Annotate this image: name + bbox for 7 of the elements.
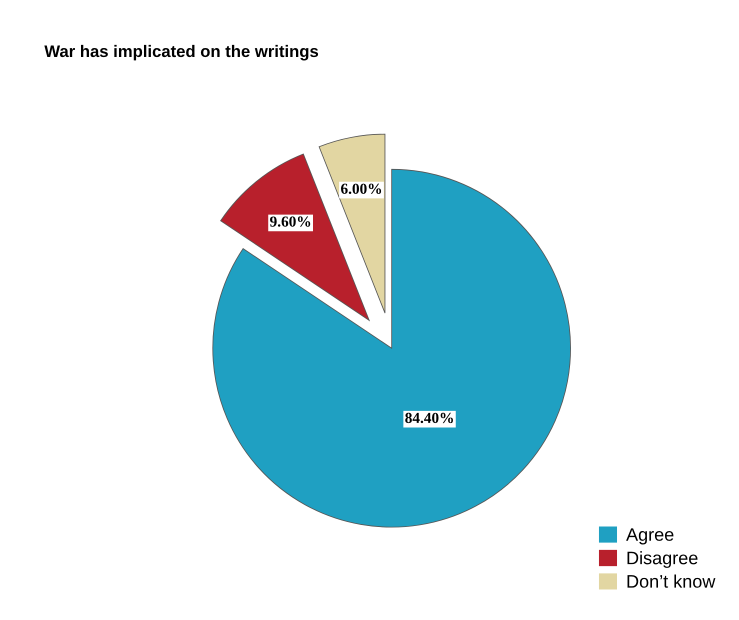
legend-label: Agree [626,528,674,544]
legend-label: Don’t know [628,574,716,588]
data-label: 6.00% [341,184,382,194]
legend-label: Disagree [628,551,698,568]
data-label: 9.60% [270,216,310,227]
data-label: 84.40% [405,412,453,424]
chart-title: War has implicated on the writings [44,44,318,61]
